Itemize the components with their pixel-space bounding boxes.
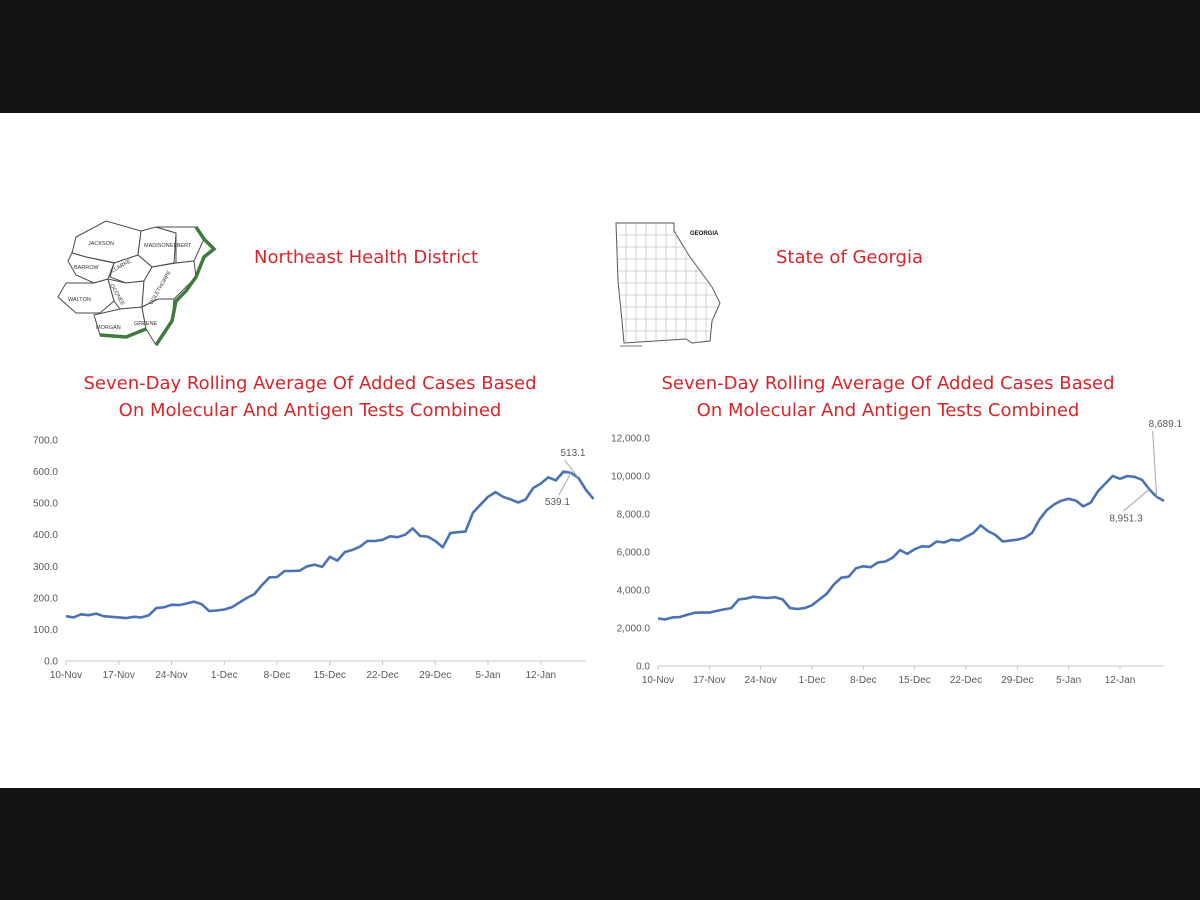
y-tick-label: 2,000.0 <box>617 624 651 635</box>
x-tick-label: 24-Nov <box>745 675 777 686</box>
x-tick-label: 1-Dec <box>799 675 826 686</box>
x-tick-label: 8-Dec <box>850 675 877 686</box>
left-heading: Northeast Health District <box>254 247 479 268</box>
map-label-greene: GREENE <box>134 321 158 327</box>
northeast-district-map: JACKSON MADISON ELBERT BARROW CLARKE WAL… <box>57 220 216 346</box>
right-heading: State of Georgia <box>776 247 924 268</box>
x-tick-label: 22-Dec <box>366 670 398 681</box>
annotation-leader <box>564 459 579 479</box>
y-tick-label: 0.0 <box>636 662 650 673</box>
y-tick-label: 600.0 <box>33 467 58 478</box>
y-tick-label: 0.0 <box>44 657 58 668</box>
right-chart-title-line2: On Molecular And Antigen Tests Combined <box>696 400 1080 421</box>
georgia-map: GEORGIA <box>615 222 721 347</box>
y-tick-label: 100.0 <box>33 625 58 636</box>
x-tick-label: 12-Jan <box>525 670 556 681</box>
x-tick-label: 17-Nov <box>693 675 725 686</box>
annotation-label: 539.1 <box>545 497 570 508</box>
y-tick-label: 6,000.0 <box>617 548 651 559</box>
x-tick-label: 29-Dec <box>1001 675 1033 686</box>
x-tick-label: 10-Nov <box>642 675 674 686</box>
y-tick-label: 700.0 <box>33 436 58 447</box>
y-tick-label: 200.0 <box>33 593 58 604</box>
left-chart-title-line1: Seven-Day Rolling Average Of Added Cases… <box>83 373 537 394</box>
map-label-barrow: BARROW <box>74 265 100 271</box>
x-tick-label: 5-Jan <box>476 670 501 681</box>
y-tick-label: 10,000.0 <box>611 472 650 483</box>
y-tick-label: 4,000.0 <box>617 586 651 597</box>
x-tick-label: 22-Dec <box>950 675 982 686</box>
series-line <box>65 470 595 620</box>
annotation-leader <box>1152 430 1158 497</box>
map-label-jackson: JACKSON <box>88 241 114 247</box>
x-tick-label: 29-Dec <box>419 670 451 681</box>
map-label-elbert: ELBERT <box>170 243 192 249</box>
y-tick-label: 300.0 <box>33 562 58 573</box>
y-tick-label: 12,000.0 <box>611 434 650 445</box>
x-tick-label: 24-Nov <box>155 670 187 681</box>
y-tick-label: 500.0 <box>33 499 58 510</box>
right-chart-title: Seven-Day Rolling Average Of Added Cases… <box>618 370 1158 424</box>
x-tick-label: 5-Jan <box>1056 675 1081 686</box>
annotation-label: 513.1 <box>560 448 585 459</box>
x-tick-label: 8-Dec <box>264 670 291 681</box>
map-title: GEORGIA <box>690 231 719 237</box>
x-tick-label: 17-Nov <box>103 670 135 681</box>
annotation-leader <box>558 472 572 496</box>
map-label-madison: MADISON <box>144 243 170 249</box>
left-line-chart: 0.0 100.0 200.0 300.0 400.0 500.0 600.0 700.0 10… <box>33 436 595 681</box>
y-tick-label: 400.0 <box>33 530 58 541</box>
map-label-walton: WALTON <box>68 297 91 303</box>
x-tick-label: 12-Jan <box>1105 675 1136 686</box>
map-label-morgan: MORGAN <box>96 325 121 331</box>
x-tick-label: 10-Nov <box>50 670 82 681</box>
slide: JACKSON MADISON ELBERT BARROW CLARKE WAL… <box>0 113 1200 788</box>
annotation-leader <box>1123 488 1150 512</box>
x-tick-label: 15-Dec <box>314 670 346 681</box>
x-tick-label: 1-Dec <box>211 670 238 681</box>
series-line <box>657 474 1165 621</box>
right-chart-title-line1: Seven-Day Rolling Average Of Added Cases… <box>661 373 1115 394</box>
x-tick-label: 15-Dec <box>899 675 931 686</box>
y-tick-label: 8,000.0 <box>617 510 651 521</box>
right-line-chart: 0.0 2,000.0 4,000.0 6,000.0 8,000.0 10,000.0 1… <box>611 419 1182 686</box>
left-chart-title: Seven-Day Rolling Average Of Added Cases… <box>40 370 580 424</box>
annotation-label: 8,689.1 <box>1149 419 1183 430</box>
annotation-label: 8,951.3 <box>1109 513 1143 524</box>
left-chart-title-line2: On Molecular And Antigen Tests Combined <box>118 400 502 421</box>
